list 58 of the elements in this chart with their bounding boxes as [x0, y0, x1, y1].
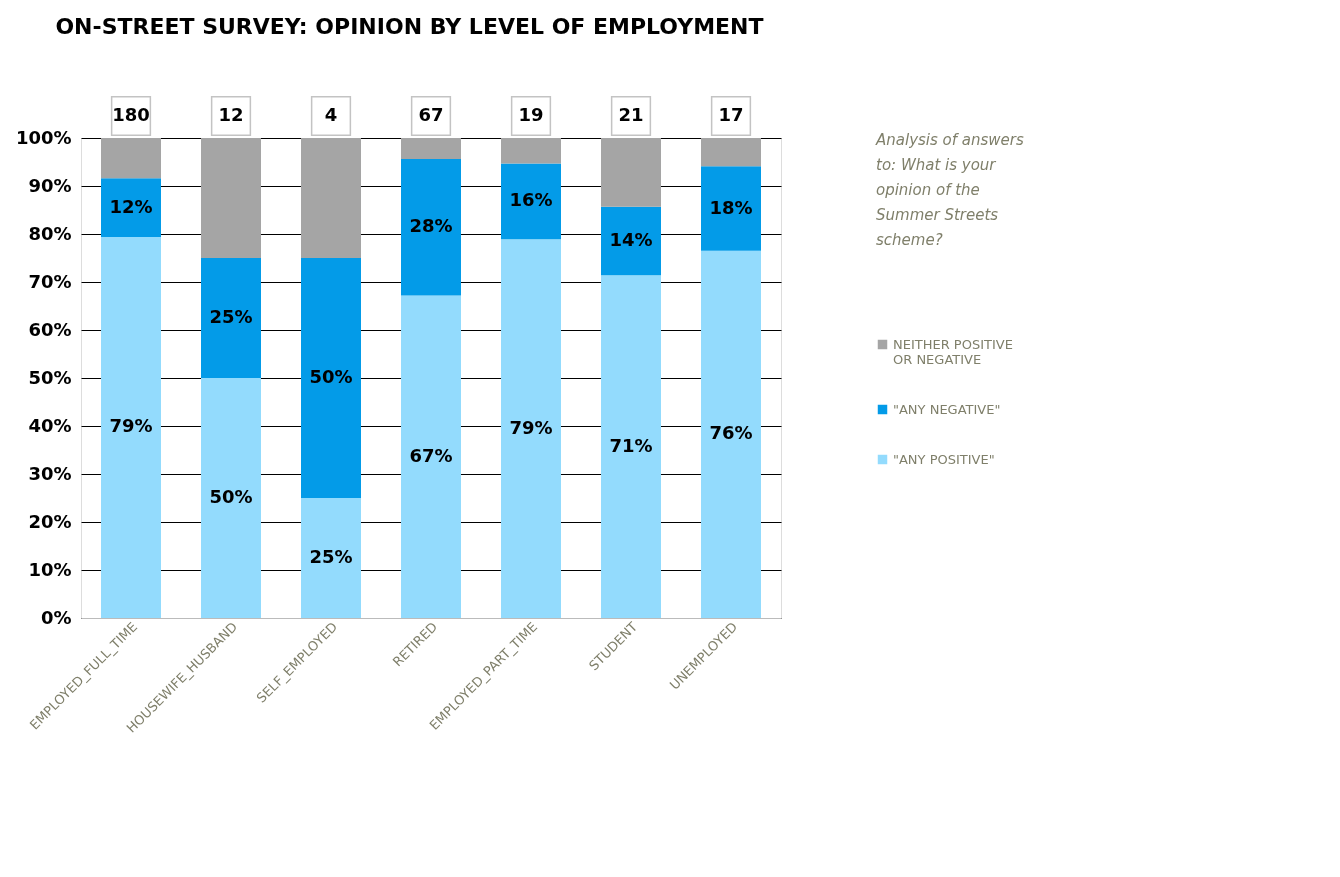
data-label: 79% [509, 416, 553, 438]
bar [501, 163, 561, 240]
data-label: 14% [609, 228, 653, 250]
y-tick-label: 30% [28, 462, 72, 484]
bar [401, 159, 461, 296]
annotation: 12 [218, 104, 244, 125]
data-label: 28% [409, 215, 453, 237]
y-tick-label: 10% [28, 558, 72, 580]
data-label: 76% [709, 422, 753, 444]
data-label: 50% [309, 366, 353, 387]
bar [101, 178, 161, 237]
bar [301, 258, 361, 498]
y-tick-label: 90% [28, 174, 72, 196]
data-label: 25% [309, 546, 353, 567]
bar [401, 138, 461, 160]
text: Analysis of answers to: What is your opinion of the Summer Streets scheme? [875, 131, 1024, 249]
data-label: 71% [609, 434, 653, 456]
y-tick-label: 40% [28, 414, 72, 436]
annotation: 180 [112, 104, 150, 125]
data-label: 18% [709, 196, 753, 218]
bar [401, 295, 461, 618]
legend-label: "ANY NEGATIVE" [893, 401, 1001, 417]
bar [201, 138, 261, 258]
annotation: 4 [324, 104, 338, 125]
bar [301, 498, 361, 618]
data-label: 25% [209, 306, 253, 327]
bar [101, 138, 161, 179]
legend-label: "ANY POSITIVE" [893, 451, 995, 467]
y-tick-label: 60% [28, 318, 72, 340]
y-tick-label: 80% [28, 222, 72, 244]
annotation: 17 [718, 104, 744, 125]
y-tick-label: 50% [28, 366, 72, 388]
y-tick-label: 0% [40, 606, 72, 628]
y-tick-label: 20% [28, 510, 72, 532]
y-tick-label: 100% [15, 126, 72, 148]
data-label: 79% [109, 415, 153, 437]
bar [701, 166, 761, 251]
data-label: 67% [409, 444, 453, 466]
legend-label: NEITHER POSITIVE OR NEGATIVE [893, 336, 1013, 367]
bar [101, 236, 161, 618]
bar [701, 250, 761, 618]
bar [701, 138, 761, 167]
bar [301, 138, 361, 258]
bar [201, 258, 261, 378]
chart-title: ON-STREET SURVEY: OPINION BY LEVEL OF EMPLOYMENT [55, 13, 764, 39]
data-label: 12% [109, 195, 153, 217]
data-label: 16% [509, 189, 553, 211]
bar [201, 378, 261, 618]
bar [501, 239, 561, 618]
bar [601, 138, 661, 207]
bar [601, 206, 661, 276]
y-tick-label: 70% [28, 270, 72, 292]
data-label: 50% [209, 486, 253, 507]
bar [501, 138, 561, 164]
bar [601, 275, 661, 618]
annotation: 21 [618, 104, 644, 125]
annotation: 19 [518, 104, 544, 125]
annotation: 67 [418, 104, 444, 125]
